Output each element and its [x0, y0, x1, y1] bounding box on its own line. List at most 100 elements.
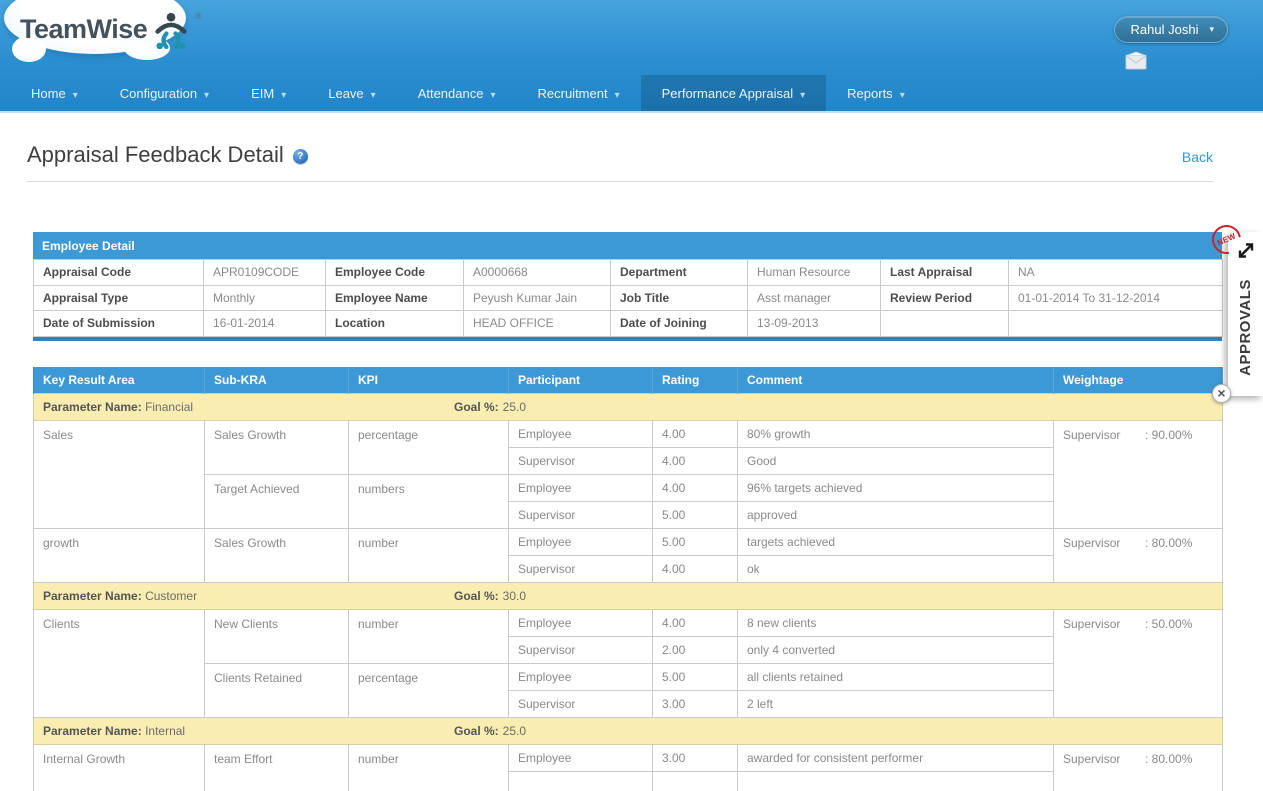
help-icon[interactable]: ?: [292, 149, 308, 164]
rating-cell: 5.00: [652, 500, 738, 529]
table-row: Date of Submission 16-01-2014 Location H…: [33, 310, 1223, 337]
table-bottom-accent: [33, 336, 1222, 341]
nav-item-performance-appraisal[interactable]: Performance Appraisal: [640, 75, 827, 111]
subkra-cell: New Clients: [204, 608, 349, 664]
weightage-cell: Supervisor : 80.00%: [1053, 743, 1223, 791]
value-cell: Peyush Kumar Jain: [463, 284, 611, 311]
table-row: Appraisal Type Monthly Employee Name Pey…: [33, 284, 1223, 311]
rating-cell: 3.00: [652, 743, 738, 772]
subkra-cell: Target Achieved: [204, 473, 349, 529]
nav-item-home[interactable]: Home: [10, 75, 99, 111]
nav-item-eim[interactable]: EIM: [230, 75, 307, 111]
parameter-row: Parameter Name: Customer Goal %: 30.0: [33, 581, 1223, 610]
rating-cell: 4.00: [652, 554, 738, 583]
column-header: Comment: [737, 367, 1054, 393]
rating-cell: 5.00: [652, 662, 738, 691]
table-row: Target Achieved numbers Employee 4.00 96…: [34, 473, 1223, 529]
person-logo-icon: [155, 12, 187, 49]
kpi-cell: numbers: [348, 473, 509, 529]
label-cell: Date of Submission: [33, 310, 204, 337]
rating-cell: 4.00: [652, 446, 738, 475]
comment-cell: all clients retained: [737, 662, 1054, 691]
value-cell: A0000668: [463, 259, 611, 286]
table-row: Supervisor 4.00 ok: [34, 554, 1223, 583]
nav-item-reports[interactable]: Reports: [826, 75, 926, 111]
approvals-tab[interactable]: NEW APPROVALS: [1206, 219, 1263, 396]
value-cell: Asst manager: [747, 284, 881, 311]
rating-cell: 5.00: [652, 527, 738, 556]
registered-mark: ®: [195, 11, 202, 21]
table-row: Sales Sales Growth percentage Employee 4…: [33, 419, 1223, 529]
chevron-down-icon: [615, 86, 620, 101]
close-icon[interactable]: [1212, 384, 1231, 403]
rating-cell: 2.00: [652, 635, 738, 664]
nav-item-recruitment[interactable]: Recruitment: [517, 75, 641, 111]
subkra-cell: Clients Retained: [204, 662, 349, 718]
mail-icon[interactable]: [1125, 51, 1147, 70]
nav-item-configuration[interactable]: Configuration: [99, 75, 230, 111]
value-cell: 16-01-2014: [203, 310, 326, 337]
employee-detail-table: Appraisal Code APR0109CODE Employee Code…: [33, 259, 1223, 337]
kra-cell: growth: [33, 527, 205, 583]
participant-cell: Supervisor: [508, 554, 653, 583]
comment-cell: awarded for consistent performer: [737, 743, 1054, 772]
value-cell: NA: [1008, 259, 1223, 286]
chevron-down-icon: [800, 86, 805, 101]
user-menu-button[interactable]: Rahul Joshi ▾: [1113, 16, 1228, 43]
value-cell: HEAD OFFICE: [463, 310, 611, 337]
chevron-down-icon: ▾: [1209, 24, 1214, 34]
nav-item-leave[interactable]: Leave: [307, 75, 396, 111]
label-cell: Department: [610, 259, 748, 286]
rating-cell: 4.00: [652, 473, 738, 502]
parameter-row: Parameter Name: Internal Goal %: 25.0: [33, 716, 1223, 745]
table-row: Supervisor 2.00 only 4 converted: [34, 635, 1223, 664]
parameter-name-value: Financial: [145, 399, 194, 414]
kra-cell: Clients: [33, 608, 205, 718]
participant-cell: Supervisor: [508, 689, 653, 718]
value-cell: Human Resource: [747, 259, 881, 286]
chevron-down-icon: [490, 86, 495, 101]
comment-cell: 80% growth: [737, 419, 1054, 448]
expand-icon[interactable]: [1236, 241, 1255, 260]
label-cell: Last Appraisal: [880, 259, 1009, 286]
parameter-name-label: Parameter Name:: [43, 723, 142, 738]
comment-cell: 96% targets achieved: [737, 473, 1054, 502]
subkra-cell: Sales Growth: [204, 527, 349, 583]
chevron-down-icon: [204, 86, 209, 101]
nav-item-attendance[interactable]: Attendance: [397, 75, 517, 111]
value-cell: Monthly: [203, 284, 326, 311]
participant-cell: Employee: [508, 662, 653, 691]
comment-cell: 8 new clients: [737, 608, 1054, 637]
label-cell: Appraisal Code: [33, 259, 204, 286]
table-row: Supervisor 3.00 2 left: [34, 689, 1223, 718]
back-link[interactable]: Back: [1181, 149, 1213, 165]
column-header: Sub-KRA: [204, 367, 349, 393]
chevron-down-icon: [281, 86, 286, 101]
rating-cell: 3.00: [652, 689, 738, 718]
label-cell: Job Title: [610, 284, 748, 311]
page-title: Appraisal Feedback Detail: [27, 142, 284, 167]
comment-cell: 2 left: [737, 689, 1054, 718]
table-row: Clients New Clients number Employee 4.00…: [33, 608, 1223, 718]
chevron-down-icon: [73, 86, 78, 101]
label-cell: Review Period: [880, 284, 1009, 311]
comment-cell: Good: [737, 446, 1054, 475]
employee-detail-panel: Employee Detail Appraisal Code APR0109CO…: [33, 232, 1223, 341]
participant-cell: Employee: [508, 527, 653, 556]
label-cell: Employee Code: [325, 259, 464, 286]
participant-cell: [508, 770, 653, 791]
value-cell: 13-09-2013: [747, 310, 881, 337]
employee-detail-header: Employee Detail: [33, 232, 1222, 259]
kpi-cell: number: [348, 743, 509, 791]
kra-table: Key Result Area Sub-KRA KPI Participant …: [33, 367, 1223, 791]
weightage-cell: Supervisor : 90.00%: [1053, 419, 1223, 529]
goal-value: 30.0: [502, 588, 527, 603]
column-header: Rating: [652, 367, 738, 393]
comment-cell: targets achieved: [737, 527, 1054, 556]
participant-cell: Supervisor: [508, 446, 653, 475]
kpi-cell: percentage: [348, 419, 509, 475]
comment-cell: [737, 770, 1054, 791]
parameter-name-label: Parameter Name:: [43, 399, 142, 414]
approvals-tab-label: APPROVALS: [1237, 278, 1255, 376]
comment-cell: ok: [737, 554, 1054, 583]
